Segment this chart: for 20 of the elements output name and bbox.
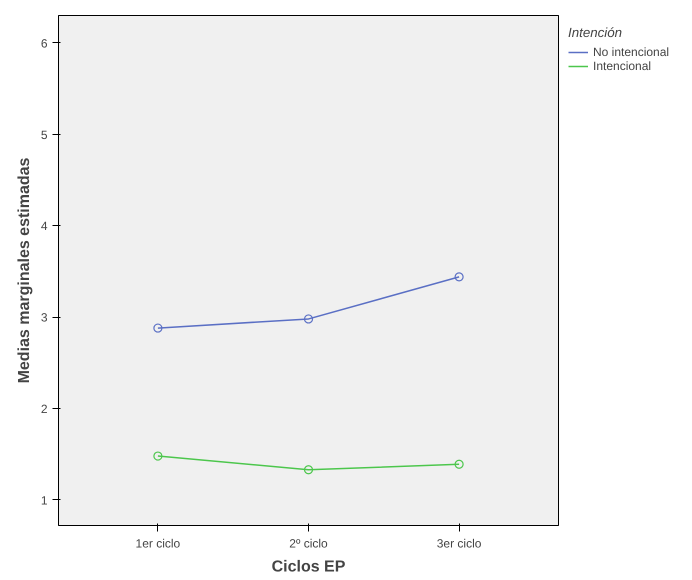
point (454, 460, 464, 469)
point (304, 465, 314, 474)
y-tick-label: 3 (40, 310, 48, 325)
legend-label: Intencional (593, 59, 652, 73)
y-axis-title: Medias marginales estimadas (16, 157, 33, 384)
y-tick-label: 6 (40, 36, 48, 50)
legend-title: Intención (568, 25, 624, 40)
legend-label: No intencional (593, 45, 670, 59)
point (153, 451, 162, 461)
y-tick-label: 4 (40, 219, 48, 234)
x-tick-label: 2º ciclo (289, 536, 328, 550)
point (454, 272, 464, 282)
x-tick-label: 3er ciclo (436, 536, 482, 550)
y-tick-label: 1 (40, 493, 48, 508)
y-tick-label: 2 (40, 402, 48, 416)
x-tick-label: 1er ciclo (136, 536, 181, 550)
x-axis-title: Ciclos EP (272, 558, 346, 576)
point (304, 314, 314, 324)
point (153, 323, 162, 333)
y-tick-label: 5 (40, 128, 48, 142)
